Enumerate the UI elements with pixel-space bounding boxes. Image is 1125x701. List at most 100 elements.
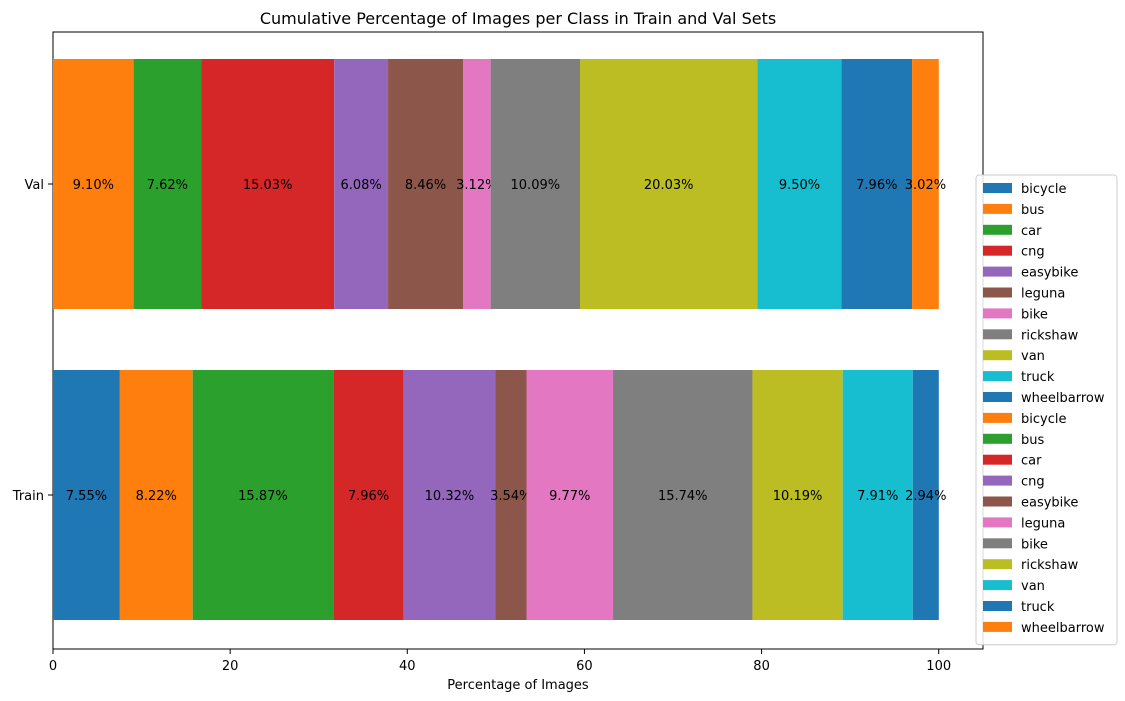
segment-label-val-6: 10.09% <box>511 178 561 193</box>
legend-label-18: rickshaw <box>1021 558 1079 573</box>
legend-label-9: truck <box>1021 370 1055 385</box>
segment-label-train-2: 15.87% <box>238 489 288 504</box>
legend-label-10: wheelbarrow <box>1021 391 1105 406</box>
segment-label-train-5: 3.54% <box>490 489 531 504</box>
x-tick-label-1: 20 <box>222 659 239 674</box>
legend-swatch-7 <box>983 329 1012 340</box>
legend-swatch-2 <box>983 224 1012 235</box>
legend-label-7: rickshaw <box>1021 328 1079 343</box>
legend-label-12: bus <box>1021 433 1044 448</box>
legend-label-13: car <box>1021 454 1042 469</box>
legend-box <box>975 174 1118 646</box>
segment-label-val-0: 9.10% <box>73 178 114 193</box>
legend-swatch-17 <box>983 538 1012 549</box>
segment-label-train-10: 2.94% <box>905 489 946 504</box>
segment-label-train-8: 10.19% <box>773 489 823 504</box>
legend-label-11: bicycle <box>1021 412 1066 427</box>
bar-segment-train-1 <box>119 370 193 620</box>
legend-swatch-1 <box>983 203 1012 214</box>
bar-segment-train-2 <box>192 370 334 620</box>
bar-segment-val-8 <box>757 59 842 309</box>
segment-label-val-10: 3.02% <box>905 178 946 193</box>
legend-label-20: truck <box>1021 600 1055 615</box>
legend-label-15: easybike <box>1021 496 1078 511</box>
legend-swatch-8 <box>983 350 1012 361</box>
segment-label-train-4: 10.32% <box>425 489 475 504</box>
legend-swatch-20 <box>983 601 1012 611</box>
legend-label-6: bike <box>1021 307 1048 322</box>
legend-swatch-14 <box>983 475 1012 486</box>
segment-label-val-9: 7.96% <box>856 178 897 193</box>
legend-swatch-21 <box>983 621 1012 632</box>
bar-segment-val-1 <box>133 59 202 309</box>
x-tick-label-4: 80 <box>753 659 770 674</box>
segment-label-val-2: 15.03% <box>243 178 293 193</box>
legend-label-19: van <box>1021 579 1045 594</box>
bar-segment-train-7 <box>613 370 753 620</box>
segment-label-train-0: 7.55% <box>66 489 107 504</box>
legend-label-1: bus <box>1021 203 1044 218</box>
segment-label-train-9: 7.91% <box>857 489 898 504</box>
bars-layer: 9.10% 7.62% 15.03% 6.08% 8.46% 3.12% 10.09% 20.… <box>53 59 946 620</box>
legend-swatch-11 <box>983 412 1012 423</box>
legend-swatch-15 <box>983 496 1012 507</box>
legend-label-16: leguna <box>1021 516 1065 531</box>
x-axis-label: Percentage of Images <box>447 678 589 693</box>
legend-swatch-13 <box>983 454 1012 465</box>
bar-segment-train-10 <box>912 370 939 620</box>
legend-label-8: van <box>1021 349 1045 364</box>
bar-segment-val-10 <box>912 59 939 309</box>
bar-segment-train-6 <box>526 370 614 620</box>
segment-label-val-7: 20.03% <box>644 178 694 193</box>
legend-label-17: bike <box>1021 537 1048 552</box>
bar-segment-val-6 <box>490 59 580 309</box>
bar-segment-val-3 <box>334 59 389 309</box>
legend-label-5: leguna <box>1021 287 1065 302</box>
legend-swatch-19 <box>983 580 1012 591</box>
x-tick-label-3: 60 <box>576 659 593 674</box>
legend-swatch-0 <box>983 183 1012 193</box>
legend-label-21: wheelbarrow <box>1021 621 1105 636</box>
segment-label-val-1: 7.62% <box>147 178 188 193</box>
segment-label-train-7: 15.74% <box>658 489 708 504</box>
legend-label-2: car <box>1021 224 1042 239</box>
legend-swatch-10 <box>983 392 1012 402</box>
segment-label-train-1: 8.22% <box>136 489 177 504</box>
legend: bicycle bus car cng easybike leguna bike ricksh… <box>975 174 1118 646</box>
legend-swatch-9 <box>983 371 1012 382</box>
legend-label-3: cng <box>1021 245 1045 260</box>
bar-segment-val-0 <box>53 59 134 309</box>
x-tick-label-0: 0 <box>49 659 57 674</box>
x-axis: 0 20 40 60 80 100 <box>49 649 951 674</box>
bar-segment-train-0 <box>53 370 120 620</box>
legend-swatch-4 <box>983 266 1012 277</box>
segment-label-val-3: 6.08% <box>340 178 381 193</box>
legend-swatch-6 <box>983 308 1012 319</box>
legend-label-14: cng <box>1021 475 1045 490</box>
x-tick-label-2: 40 <box>399 659 416 674</box>
bar-segment-train-9 <box>842 370 913 620</box>
bar-segment-val-4 <box>388 59 463 309</box>
bar-segment-train-3 <box>333 370 404 620</box>
chart-title: Cumulative Percentage of Images per Clas… <box>260 9 776 28</box>
legend-swatch-18 <box>983 559 1012 570</box>
segment-label-train-6: 9.77% <box>549 489 590 504</box>
x-tick-label-5: 100 <box>926 659 951 674</box>
segment-label-val-8: 9.50% <box>779 178 820 193</box>
y-axis: Train Val <box>12 178 53 504</box>
bar-segment-val-5 <box>462 59 491 309</box>
legend-swatch-5 <box>983 287 1012 298</box>
legend-label-0: bicycle <box>1021 182 1066 197</box>
legend-swatch-12 <box>983 433 1012 444</box>
bar-segment-train-8 <box>752 370 843 620</box>
y-tick-label-val: Val <box>25 178 44 193</box>
legend-swatch-3 <box>983 245 1012 256</box>
legend-label-4: easybike <box>1021 266 1078 281</box>
bar-segment-val-7 <box>580 59 758 309</box>
segment-label-val-4: 8.46% <box>405 178 446 193</box>
bar-segment-val-2 <box>201 59 335 309</box>
bar-segment-train-4 <box>403 370 496 620</box>
y-tick-label-train: Train <box>12 489 44 504</box>
segment-label-val-5: 3.12% <box>456 178 497 193</box>
